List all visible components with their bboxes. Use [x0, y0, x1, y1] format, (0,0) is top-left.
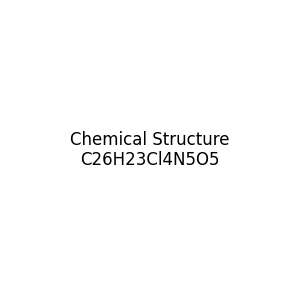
Text: Chemical Structure
C26H23Cl4N5O5: Chemical Structure C26H23Cl4N5O5 — [70, 130, 230, 170]
